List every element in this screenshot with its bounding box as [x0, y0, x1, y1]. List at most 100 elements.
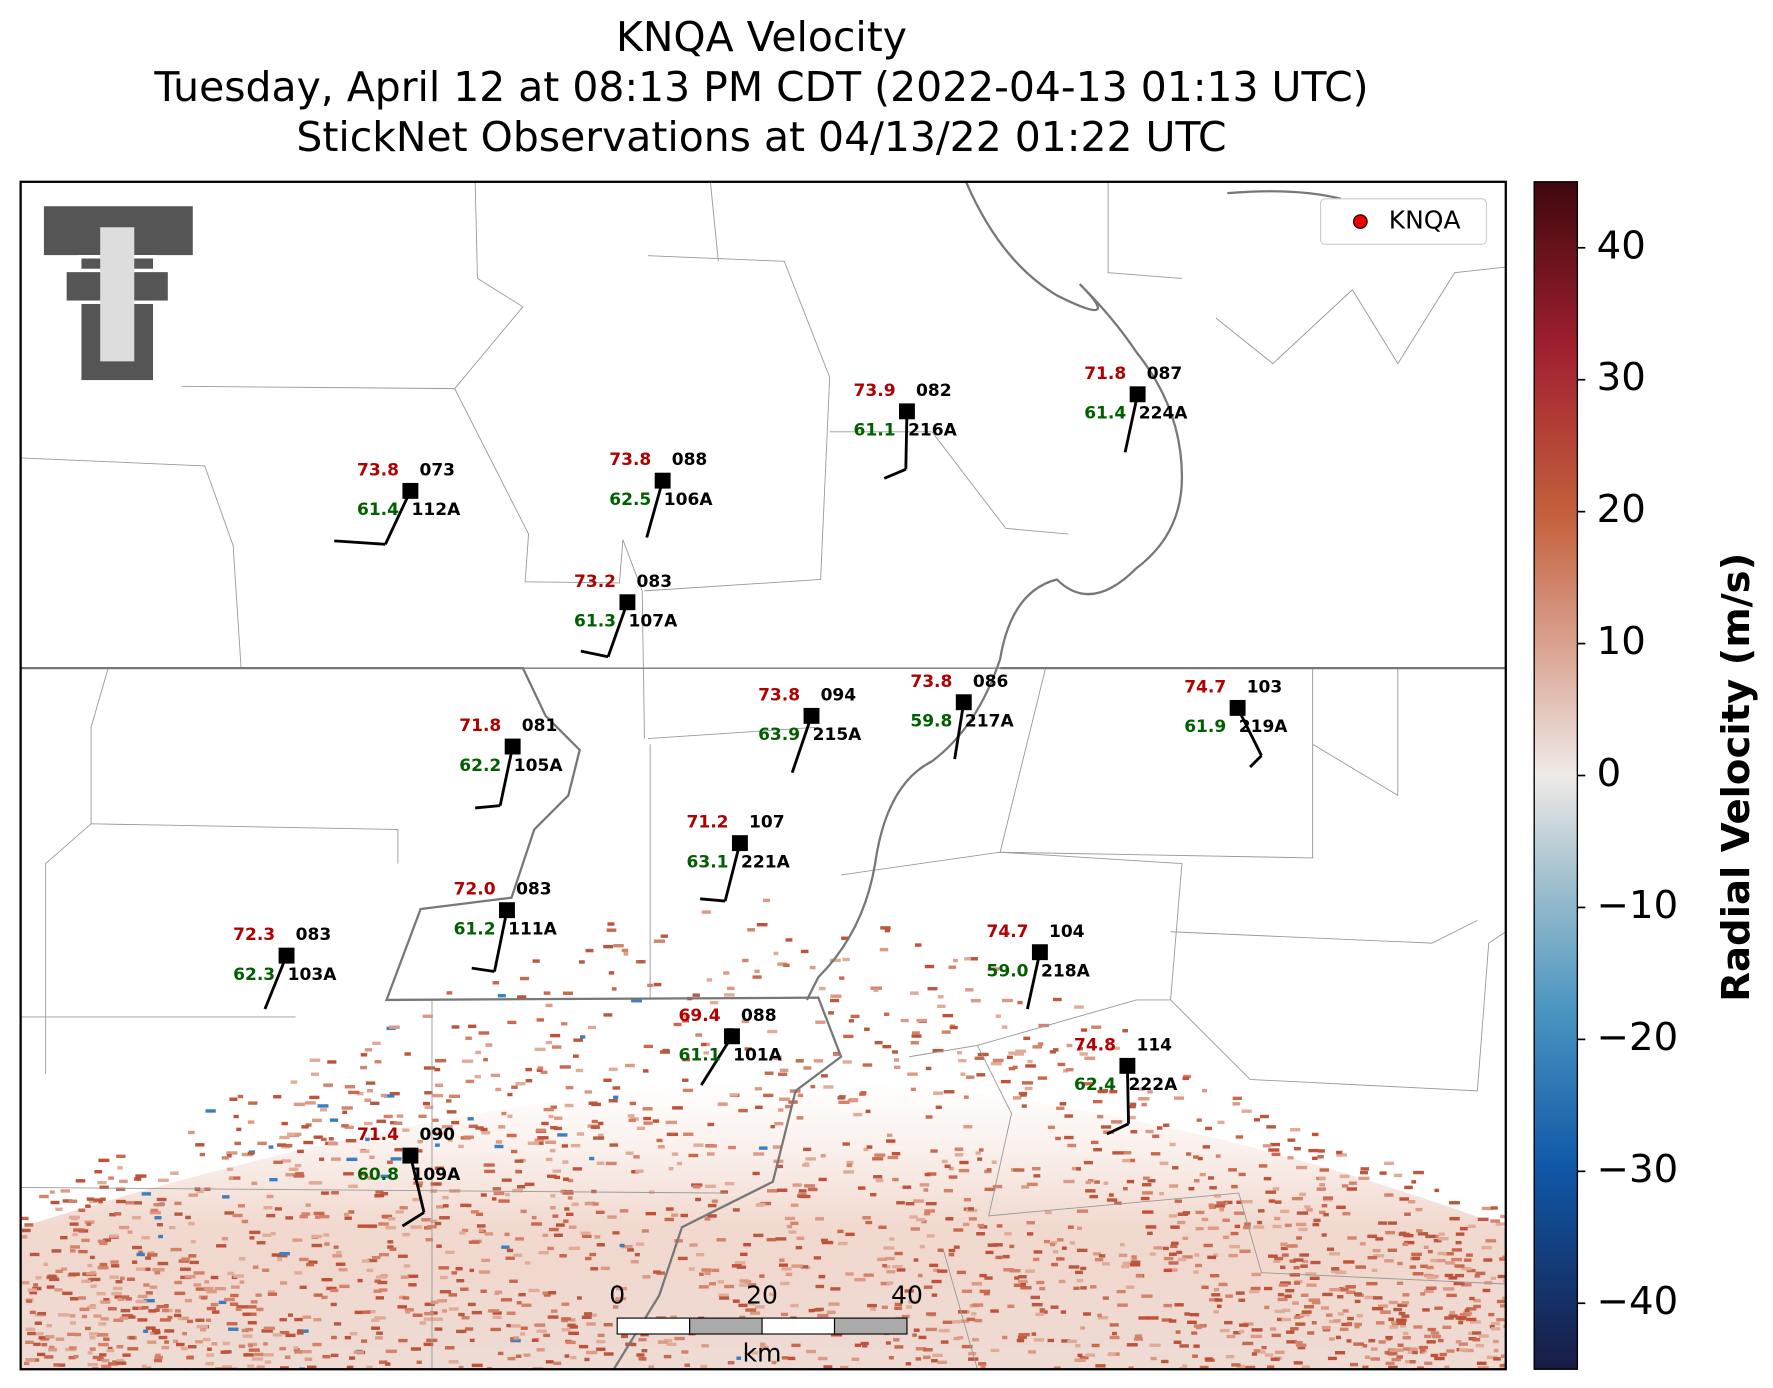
radar-echo: [481, 1258, 491, 1263]
radar-echo: [555, 1223, 565, 1227]
radar-echo: [1310, 1260, 1321, 1265]
radar-echo: [919, 1244, 925, 1249]
radar-echo: [35, 1276, 42, 1280]
radar-echo: [1219, 1207, 1225, 1212]
radar-echo: [446, 1110, 457, 1114]
radar-echo: [803, 1066, 812, 1070]
radar-echo: [1229, 1244, 1240, 1249]
radar-echo: [62, 1291, 73, 1296]
radar-echo: [417, 1139, 423, 1144]
radar-echo: [1282, 1253, 1289, 1257]
radar-echo: [1407, 1350, 1416, 1355]
radar-echo: [609, 1143, 619, 1147]
radar-echo: [116, 1358, 125, 1363]
radar-echo: [937, 1004, 946, 1009]
radar-echo: [93, 1314, 102, 1318]
radar-echo: [311, 1234, 323, 1239]
radar-echo: [971, 1337, 979, 1342]
radar-echo: [1316, 1187, 1326, 1191]
radar-echo: [605, 1161, 617, 1166]
radar-echo: [27, 1331, 36, 1336]
radar-echo: [1263, 1176, 1272, 1181]
radar-echo: [931, 1293, 938, 1297]
radar-echo: [932, 1048, 944, 1053]
radar-echo: [442, 1195, 449, 1200]
radar-echo: [523, 1353, 531, 1357]
radar-echo: [100, 1317, 109, 1321]
radar-echo: [132, 1245, 142, 1250]
radar-echo: [206, 1289, 217, 1294]
radar-echo: [1013, 1283, 1024, 1287]
radar-echo: [608, 1067, 618, 1071]
dewpoint: 62.5: [609, 490, 651, 510]
radar-echo: [1216, 1304, 1222, 1308]
radar-echo: [1328, 1337, 1335, 1341]
radar-echo: [248, 1348, 260, 1352]
radar-echo: [948, 965, 956, 969]
radar-echo: [905, 1362, 912, 1366]
radar-echo: [1323, 1212, 1329, 1217]
radar-echo: [1442, 1287, 1455, 1291]
radar-echo: [23, 1361, 30, 1366]
radar-echo: [363, 1121, 373, 1126]
radar-echo: [1276, 1317, 1283, 1322]
radar-echo: [534, 1138, 545, 1142]
radar-echo: [261, 1329, 273, 1333]
radar-echo: [1161, 1359, 1169, 1364]
radar-echo: [1020, 1286, 1032, 1290]
radar-echo: [937, 1269, 948, 1273]
radar-echo: [1493, 1357, 1501, 1361]
radar-echo: [1455, 1232, 1465, 1236]
radar-echo: [915, 1357, 922, 1361]
radar-echo: [1062, 1069, 1068, 1073]
radar-echo: [1018, 1332, 1030, 1337]
radar-echo: [1002, 1254, 1010, 1259]
radar-echo: [1021, 1104, 1027, 1108]
radar-echo: [304, 1101, 316, 1105]
radar-echo: [1193, 1324, 1205, 1328]
radar-echo: [343, 1172, 354, 1176]
radar-echo: [442, 1204, 449, 1208]
radar-echo: [21, 1281, 30, 1285]
radar-echo: [972, 1303, 984, 1307]
radar-echo: [153, 1358, 163, 1363]
radar-echo: [156, 1197, 167, 1202]
radar-echo: [1279, 1265, 1286, 1270]
radar-echo: [1118, 1253, 1128, 1258]
radar-echo: [704, 1271, 711, 1276]
radar-echo: [143, 1283, 150, 1287]
radar-echo: [474, 1074, 481, 1079]
radar-echo: [717, 1102, 728, 1106]
radar-echo: [125, 1297, 132, 1301]
radar-echo: [531, 1222, 542, 1226]
radar-echo: [1329, 1252, 1341, 1256]
radar-echo: [1163, 1268, 1172, 1273]
radar-echo: [777, 1072, 788, 1076]
radar-echo: [718, 1293, 729, 1297]
radar-echo: [1318, 1149, 1325, 1153]
radar-echo: [384, 1362, 391, 1366]
radar-echo: [1371, 1268, 1378, 1273]
radar-echo: [1434, 1356, 1445, 1361]
radar-echo: [366, 1365, 373, 1370]
radar-echo: [820, 1074, 828, 1078]
radar-echo: [193, 1271, 205, 1275]
radar-echo: [226, 1154, 232, 1158]
radar-echo: [1236, 1364, 1245, 1369]
radar-echo: [1159, 1161, 1169, 1166]
radar-echo: [911, 1034, 922, 1038]
radar-echo: [294, 1350, 303, 1354]
radar-echo: [674, 1336, 685, 1341]
radar-echo: [520, 1326, 528, 1330]
radar-echo: [322, 1355, 331, 1359]
radar-echo: [1286, 1340, 1297, 1344]
radar-echo: [424, 1302, 435, 1307]
radar-echo: [1437, 1251, 1447, 1256]
radar-echo: [545, 1157, 553, 1162]
radar-echo: [759, 1146, 768, 1150]
radar-echo: [185, 1215, 191, 1220]
radar-echo: [111, 1291, 123, 1296]
radar-echo: [1080, 1266, 1087, 1271]
radar-echo: [744, 1047, 752, 1051]
